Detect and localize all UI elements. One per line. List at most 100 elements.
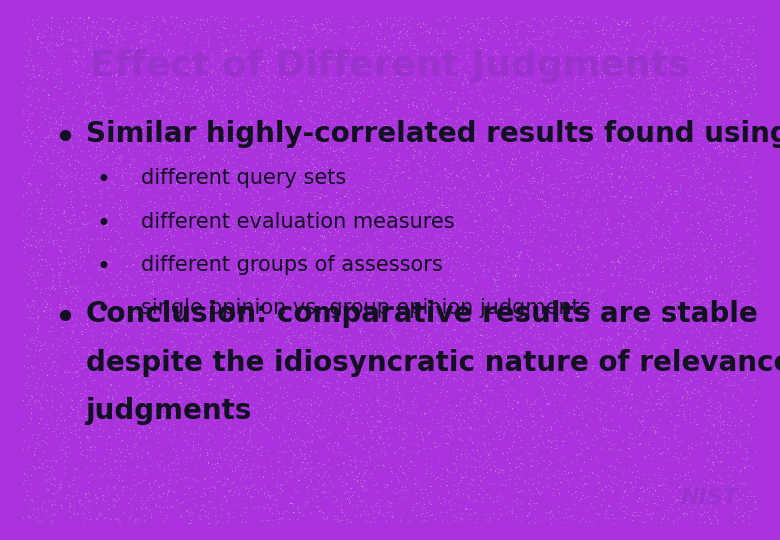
Point bbox=[50, 488, 62, 496]
Point bbox=[681, 208, 693, 217]
Point bbox=[147, 280, 159, 289]
Point bbox=[522, 314, 534, 322]
Point bbox=[319, 337, 332, 346]
Point bbox=[194, 21, 207, 30]
Point bbox=[507, 217, 519, 225]
Point bbox=[209, 369, 222, 378]
Point bbox=[62, 507, 75, 515]
Point bbox=[597, 30, 610, 39]
Point bbox=[251, 138, 264, 147]
Point bbox=[163, 56, 176, 65]
Point bbox=[662, 62, 675, 70]
Point bbox=[245, 482, 257, 490]
Point bbox=[456, 473, 468, 482]
Point bbox=[407, 227, 420, 235]
Point bbox=[187, 348, 200, 356]
Point bbox=[728, 147, 740, 156]
Point bbox=[261, 104, 273, 112]
Point bbox=[597, 356, 610, 365]
Point bbox=[424, 29, 436, 37]
Point bbox=[335, 332, 348, 341]
Point bbox=[698, 494, 711, 502]
Point bbox=[568, 410, 580, 419]
Point bbox=[379, 105, 392, 114]
Point bbox=[462, 372, 474, 380]
Point bbox=[700, 245, 713, 253]
Point bbox=[544, 227, 556, 235]
Point bbox=[259, 119, 271, 127]
Point bbox=[151, 96, 163, 105]
Point bbox=[87, 123, 100, 132]
Point bbox=[18, 295, 30, 304]
Point bbox=[467, 475, 480, 484]
Point bbox=[52, 144, 65, 153]
Point bbox=[215, 291, 227, 299]
Point bbox=[667, 139, 679, 147]
Point bbox=[108, 315, 120, 323]
Point bbox=[304, 438, 317, 447]
Point bbox=[101, 482, 114, 491]
Point bbox=[110, 328, 122, 337]
Point bbox=[246, 119, 258, 127]
Point bbox=[34, 210, 47, 218]
Point bbox=[381, 398, 393, 407]
Point bbox=[498, 238, 510, 246]
Point bbox=[583, 423, 595, 432]
Point bbox=[310, 195, 322, 204]
Point bbox=[94, 156, 106, 165]
Point bbox=[160, 284, 172, 293]
Point bbox=[660, 45, 672, 53]
Point bbox=[693, 21, 705, 30]
Point bbox=[193, 64, 206, 72]
Point bbox=[106, 178, 119, 187]
Point bbox=[138, 336, 151, 345]
Point bbox=[250, 267, 262, 275]
Point bbox=[122, 51, 134, 59]
Point bbox=[725, 63, 738, 72]
Point bbox=[669, 449, 682, 457]
Point bbox=[110, 16, 122, 24]
Point bbox=[351, 64, 363, 72]
Point bbox=[154, 492, 166, 501]
Point bbox=[725, 319, 738, 328]
Point bbox=[249, 373, 261, 381]
Point bbox=[366, 417, 378, 426]
Point bbox=[142, 386, 154, 394]
Point bbox=[537, 295, 550, 303]
Point bbox=[267, 60, 279, 69]
Point bbox=[305, 118, 317, 126]
Point bbox=[95, 193, 108, 202]
Point bbox=[626, 194, 638, 202]
Point bbox=[46, 59, 58, 68]
Point bbox=[73, 225, 85, 233]
Point bbox=[338, 458, 350, 467]
Point bbox=[378, 121, 391, 130]
Point bbox=[302, 96, 314, 105]
Point bbox=[737, 137, 750, 146]
Point bbox=[569, 231, 582, 240]
Point bbox=[238, 138, 250, 147]
Point bbox=[571, 28, 583, 36]
Point bbox=[640, 334, 652, 343]
Point bbox=[416, 139, 428, 147]
Point bbox=[634, 178, 647, 187]
Point bbox=[344, 353, 356, 362]
Point bbox=[81, 359, 94, 368]
Point bbox=[112, 237, 125, 246]
Point bbox=[412, 441, 424, 449]
Point bbox=[41, 487, 53, 495]
Point bbox=[655, 341, 668, 350]
Point bbox=[535, 453, 548, 462]
Point bbox=[47, 276, 59, 285]
Point bbox=[45, 519, 58, 528]
Point bbox=[92, 235, 105, 244]
Point bbox=[296, 97, 308, 105]
Point bbox=[373, 187, 385, 195]
Point bbox=[702, 130, 714, 138]
Point bbox=[181, 473, 193, 482]
Point bbox=[445, 122, 457, 130]
Point bbox=[359, 132, 371, 140]
Point bbox=[522, 40, 534, 49]
Point bbox=[377, 274, 389, 282]
Point bbox=[304, 116, 317, 125]
